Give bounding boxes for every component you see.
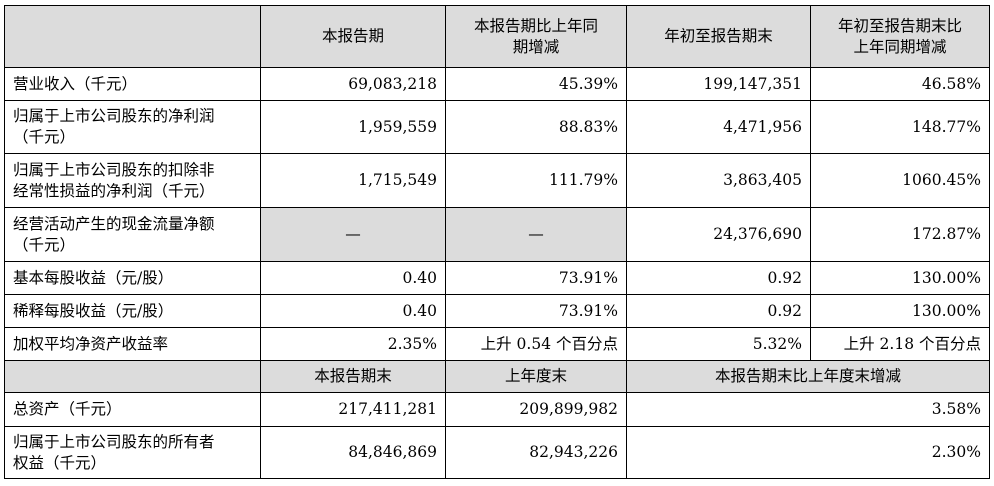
- current-period-yoy-value: —: [445, 207, 627, 262]
- year-to-date-value: 4,471,956: [626, 100, 811, 154]
- row-label: 营业收入（千元）: [4, 67, 261, 101]
- table-header-row: 本报告期 本报告期比上年同 期增减 年初至报告期末 年初至报告期末比 上年同期增…: [4, 5, 990, 68]
- header-current-period-yoy-change: 本报告期比上年同 期增减: [445, 5, 627, 68]
- year-to-date-yoy-value: 130.00%: [810, 294, 990, 328]
- change-vs-prior-year-end-value: 3.58%: [626, 392, 990, 427]
- year-to-date-yoy-value: 1060.45%: [810, 153, 990, 208]
- year-to-date-value: 199,147,351: [626, 67, 811, 101]
- subheader-period-end: 本报告期末: [260, 360, 446, 393]
- table-subheader-row: 本报告期末 上年度末 本报告期末比上年度末增减: [4, 360, 990, 393]
- prior-year-end-value: 82,943,226: [445, 426, 627, 479]
- table-row: 总资产（千元） 217,411,281 209,899,982 3.58%: [4, 392, 990, 427]
- year-to-date-yoy-value: 130.00%: [810, 261, 990, 295]
- table-row: 归属于上市公司股东的净利润 （千元） 1,959,559 88.83% 4,47…: [4, 100, 990, 154]
- current-period-yoy-value: 73.91%: [445, 261, 627, 295]
- year-to-date-yoy-value: 148.77%: [810, 100, 990, 154]
- header-year-to-date: 年初至报告期末: [626, 5, 811, 68]
- year-to-date-value: 0.92: [626, 261, 811, 295]
- table-row: 归属于上市公司股东的扣除非 经常性损益的净利润（千元） 1,715,549 11…: [4, 153, 990, 208]
- current-period-value: 0.40: [260, 261, 446, 295]
- current-period-yoy-value: 45.39%: [445, 67, 627, 101]
- subheader-prior-year-end: 上年度末: [445, 360, 627, 393]
- header-year-to-date-yoy-change: 年初至报告期末比 上年同期增减: [810, 5, 990, 68]
- period-end-value: 84,846,869: [260, 426, 446, 479]
- financial-data-table: 本报告期 本报告期比上年同 期增减 年初至报告期末 年初至报告期末比 上年同期增…: [4, 5, 990, 479]
- table-row: 归属于上市公司股东的所有者 权益（千元） 84,846,869 82,943,2…: [4, 426, 990, 479]
- table-row: 基本每股收益（元/股） 0.40 73.91% 0.92 130.00%: [4, 261, 990, 295]
- subheader-period-end-vs-prior-year-end: 本报告期末比上年度末增减: [626, 360, 990, 393]
- current-period-yoy-value: 上升 0.54 个百分点: [445, 327, 627, 361]
- row-label: 归属于上市公司股东的净利润 （千元）: [4, 100, 261, 154]
- current-period-value: 1,959,559: [260, 100, 446, 154]
- period-end-value: 217,411,281: [260, 392, 446, 427]
- year-to-date-value: 3,863,405: [626, 153, 811, 208]
- year-to-date-value: 0.92: [626, 294, 811, 328]
- row-label: 归属于上市公司股东的所有者 权益（千元）: [4, 426, 261, 479]
- current-period-value: 69,083,218: [260, 67, 446, 101]
- current-period-yoy-value: 73.91%: [445, 294, 627, 328]
- current-period-yoy-value: 111.79%: [445, 153, 627, 208]
- table-row: 经营活动产生的现金流量净额 （千元） — — 24,376,690 172.87…: [4, 207, 990, 262]
- year-to-date-value: 24,376,690: [626, 207, 811, 262]
- year-to-date-yoy-value: 上升 2.18 个百分点: [810, 327, 990, 361]
- prior-year-end-value: 209,899,982: [445, 392, 627, 427]
- row-label: 加权平均净资产收益率: [4, 327, 261, 361]
- current-period-value: 0.40: [260, 294, 446, 328]
- year-to-date-yoy-value: 46.58%: [810, 67, 990, 101]
- row-label: 稀释每股收益（元/股）: [4, 294, 261, 328]
- header-blank-cell: [4, 5, 261, 68]
- table-row: 营业收入（千元） 69,083,218 45.39% 199,147,351 4…: [4, 67, 990, 101]
- year-to-date-value: 5.32%: [626, 327, 811, 361]
- current-period-value: 2.35%: [260, 327, 446, 361]
- row-label: 经营活动产生的现金流量净额 （千元）: [4, 207, 261, 262]
- current-period-value: —: [260, 207, 446, 262]
- subheader-blank-cell: [4, 360, 261, 393]
- table-row: 加权平均净资产收益率 2.35% 上升 0.54 个百分点 5.32% 上升 2…: [4, 327, 990, 361]
- current-period-value: 1,715,549: [260, 153, 446, 208]
- header-current-period: 本报告期: [260, 5, 446, 68]
- change-vs-prior-year-end-value: 2.30%: [626, 426, 990, 479]
- row-label: 总资产（千元）: [4, 392, 261, 427]
- row-label: 归属于上市公司股东的扣除非 经常性损益的净利润（千元）: [4, 153, 261, 208]
- current-period-yoy-value: 88.83%: [445, 100, 627, 154]
- row-label: 基本每股收益（元/股）: [4, 261, 261, 295]
- table-row: 稀释每股收益（元/股） 0.40 73.91% 0.92 130.00%: [4, 294, 990, 328]
- year-to-date-yoy-value: 172.87%: [810, 207, 990, 262]
